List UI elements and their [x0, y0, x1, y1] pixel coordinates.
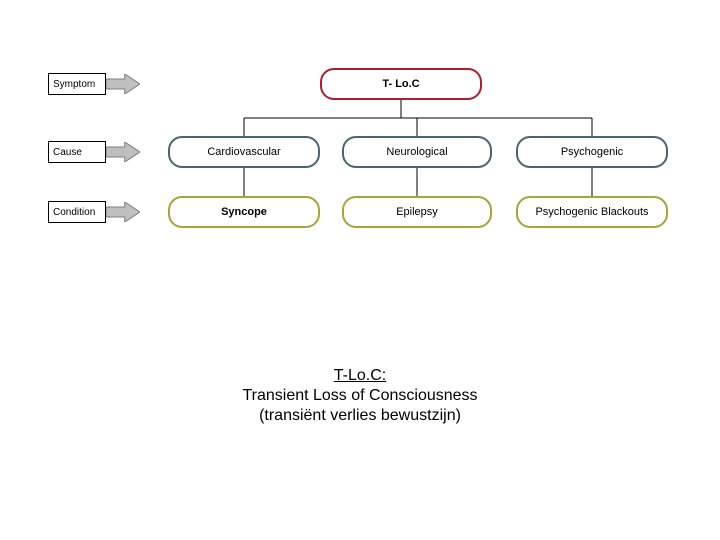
node-epilepsy: Epilepsy: [342, 196, 492, 228]
row-arrow-condition: [106, 202, 140, 222]
diagram-stage: T-Lo.C: Transient Loss of Consciousness …: [0, 0, 720, 540]
node-psycho: Psychogenic: [516, 136, 668, 168]
node-cardio: Cardiovascular: [168, 136, 320, 168]
row-label-symptom: Symptom: [48, 73, 106, 95]
row-label-condition: Condition: [48, 201, 106, 223]
caption-line2: Transient Loss of Consciousness: [0, 386, 720, 406]
node-tloc: T- Lo.C: [320, 68, 482, 100]
row-arrow-cause: [106, 142, 140, 162]
row-arrow-symptom: [106, 74, 140, 94]
node-neuro: Neurological: [342, 136, 492, 168]
caption-line3: (transiënt verlies bewustzijn): [0, 406, 720, 426]
caption-line1: T-Lo.C:: [0, 366, 720, 386]
node-syncope: Syncope: [168, 196, 320, 228]
caption: T-Lo.C: Transient Loss of Consciousness …: [0, 366, 720, 426]
row-label-cause: Cause: [48, 141, 106, 163]
node-blackouts: Psychogenic Blackouts: [516, 196, 668, 228]
